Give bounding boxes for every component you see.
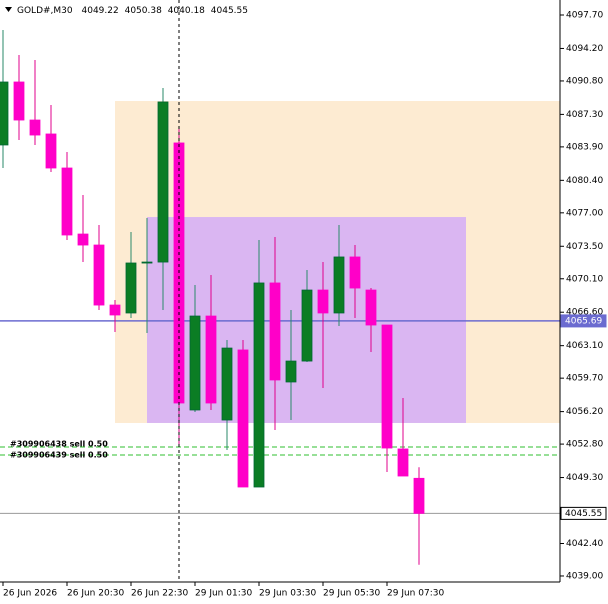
- candle-body: [301, 289, 313, 362]
- y-tick-label: 4070.10: [566, 274, 603, 284]
- candle-body: [45, 133, 57, 169]
- candle-body: [157, 101, 169, 263]
- y-tick-label: 4077.00: [566, 208, 603, 218]
- header-low: 4040.18: [168, 6, 205, 16]
- x-tick-label: 26 Jun 22:30: [131, 589, 188, 599]
- plot-area: [0, 30, 560, 565]
- candle-body: [333, 256, 345, 314]
- candle-body: [237, 349, 249, 488]
- candle-body: [29, 119, 41, 136]
- candle-body: [0, 81, 9, 146]
- y-tick-label: 4059.70: [566, 374, 603, 384]
- price-tag: [560, 506, 607, 520]
- y-tick-label: 4056.20: [566, 407, 603, 417]
- candle-body: [125, 262, 137, 314]
- candle-body: [93, 244, 105, 306]
- header-high: 4050.38: [125, 6, 162, 16]
- y-tick-label: 4097.70: [566, 11, 603, 21]
- candle-body: [13, 81, 25, 121]
- y-tick-label: 4049.30: [566, 473, 603, 483]
- candle-body: [317, 289, 329, 314]
- candle-body: [397, 448, 409, 477]
- y-tick-label: 4087.30: [566, 110, 603, 120]
- chart-title: GOLD#,M30: [17, 6, 73, 16]
- candle-body: [365, 289, 377, 326]
- candle-body: [381, 324, 393, 449]
- y-tick-label: 4080.40: [566, 176, 603, 186]
- candle-body: [285, 360, 297, 383]
- candle-body: [349, 256, 361, 289]
- price-tag-label: 4065.69: [565, 316, 602, 326]
- price-tag: [560, 314, 607, 328]
- x-tick-label: 29 Jun 07:30: [387, 589, 444, 599]
- x-tick-label: 29 Jun 05:30: [323, 589, 380, 599]
- order-label: #309906439 sell 0.50: [10, 450, 108, 459]
- candle-body: [77, 233, 89, 246]
- price-tag-label: 4045.55: [565, 509, 602, 519]
- chart-header: GOLD#,M30 4049.22 4050.38 4040.18 4045.5…: [17, 6, 248, 16]
- y-tick-label: 4094.20: [566, 44, 603, 54]
- candle-body: [413, 477, 425, 514]
- candle-body: [221, 347, 233, 421]
- candle-body: [141, 261, 153, 264]
- y-tick-label: 4066.60: [566, 308, 603, 318]
- order-label: #309906438 sell 0.50: [10, 440, 108, 449]
- header-open: 4049.22: [82, 6, 119, 16]
- y-tick-label: 4073.50: [566, 242, 603, 252]
- y-tick-label: 4052.80: [566, 440, 603, 450]
- header-close: 4045.55: [211, 6, 248, 16]
- y-tick-label: 4063.10: [566, 341, 603, 351]
- x-tick-label: 26 Jun 2026: [3, 589, 57, 599]
- x-tick-label: 29 Jun 03:30: [259, 589, 316, 599]
- y-tick-label: 4083.90: [566, 142, 603, 152]
- candle-body: [189, 315, 201, 411]
- candle-body: [61, 167, 73, 236]
- menu-arrow[interactable]: [5, 7, 12, 12]
- candle-body: [269, 282, 281, 381]
- candle-body: [253, 282, 265, 488]
- y-tick-label: 4039.00: [566, 571, 603, 581]
- x-tick-label: 29 Jun 01:30: [195, 589, 252, 599]
- candle-body: [205, 315, 217, 404]
- candle-body: [109, 304, 121, 316]
- y-tick-label: 4090.80: [566, 76, 603, 86]
- x-tick-label: 26 Jun 20:30: [67, 589, 124, 599]
- y-tick-label: 4042.40: [566, 539, 603, 549]
